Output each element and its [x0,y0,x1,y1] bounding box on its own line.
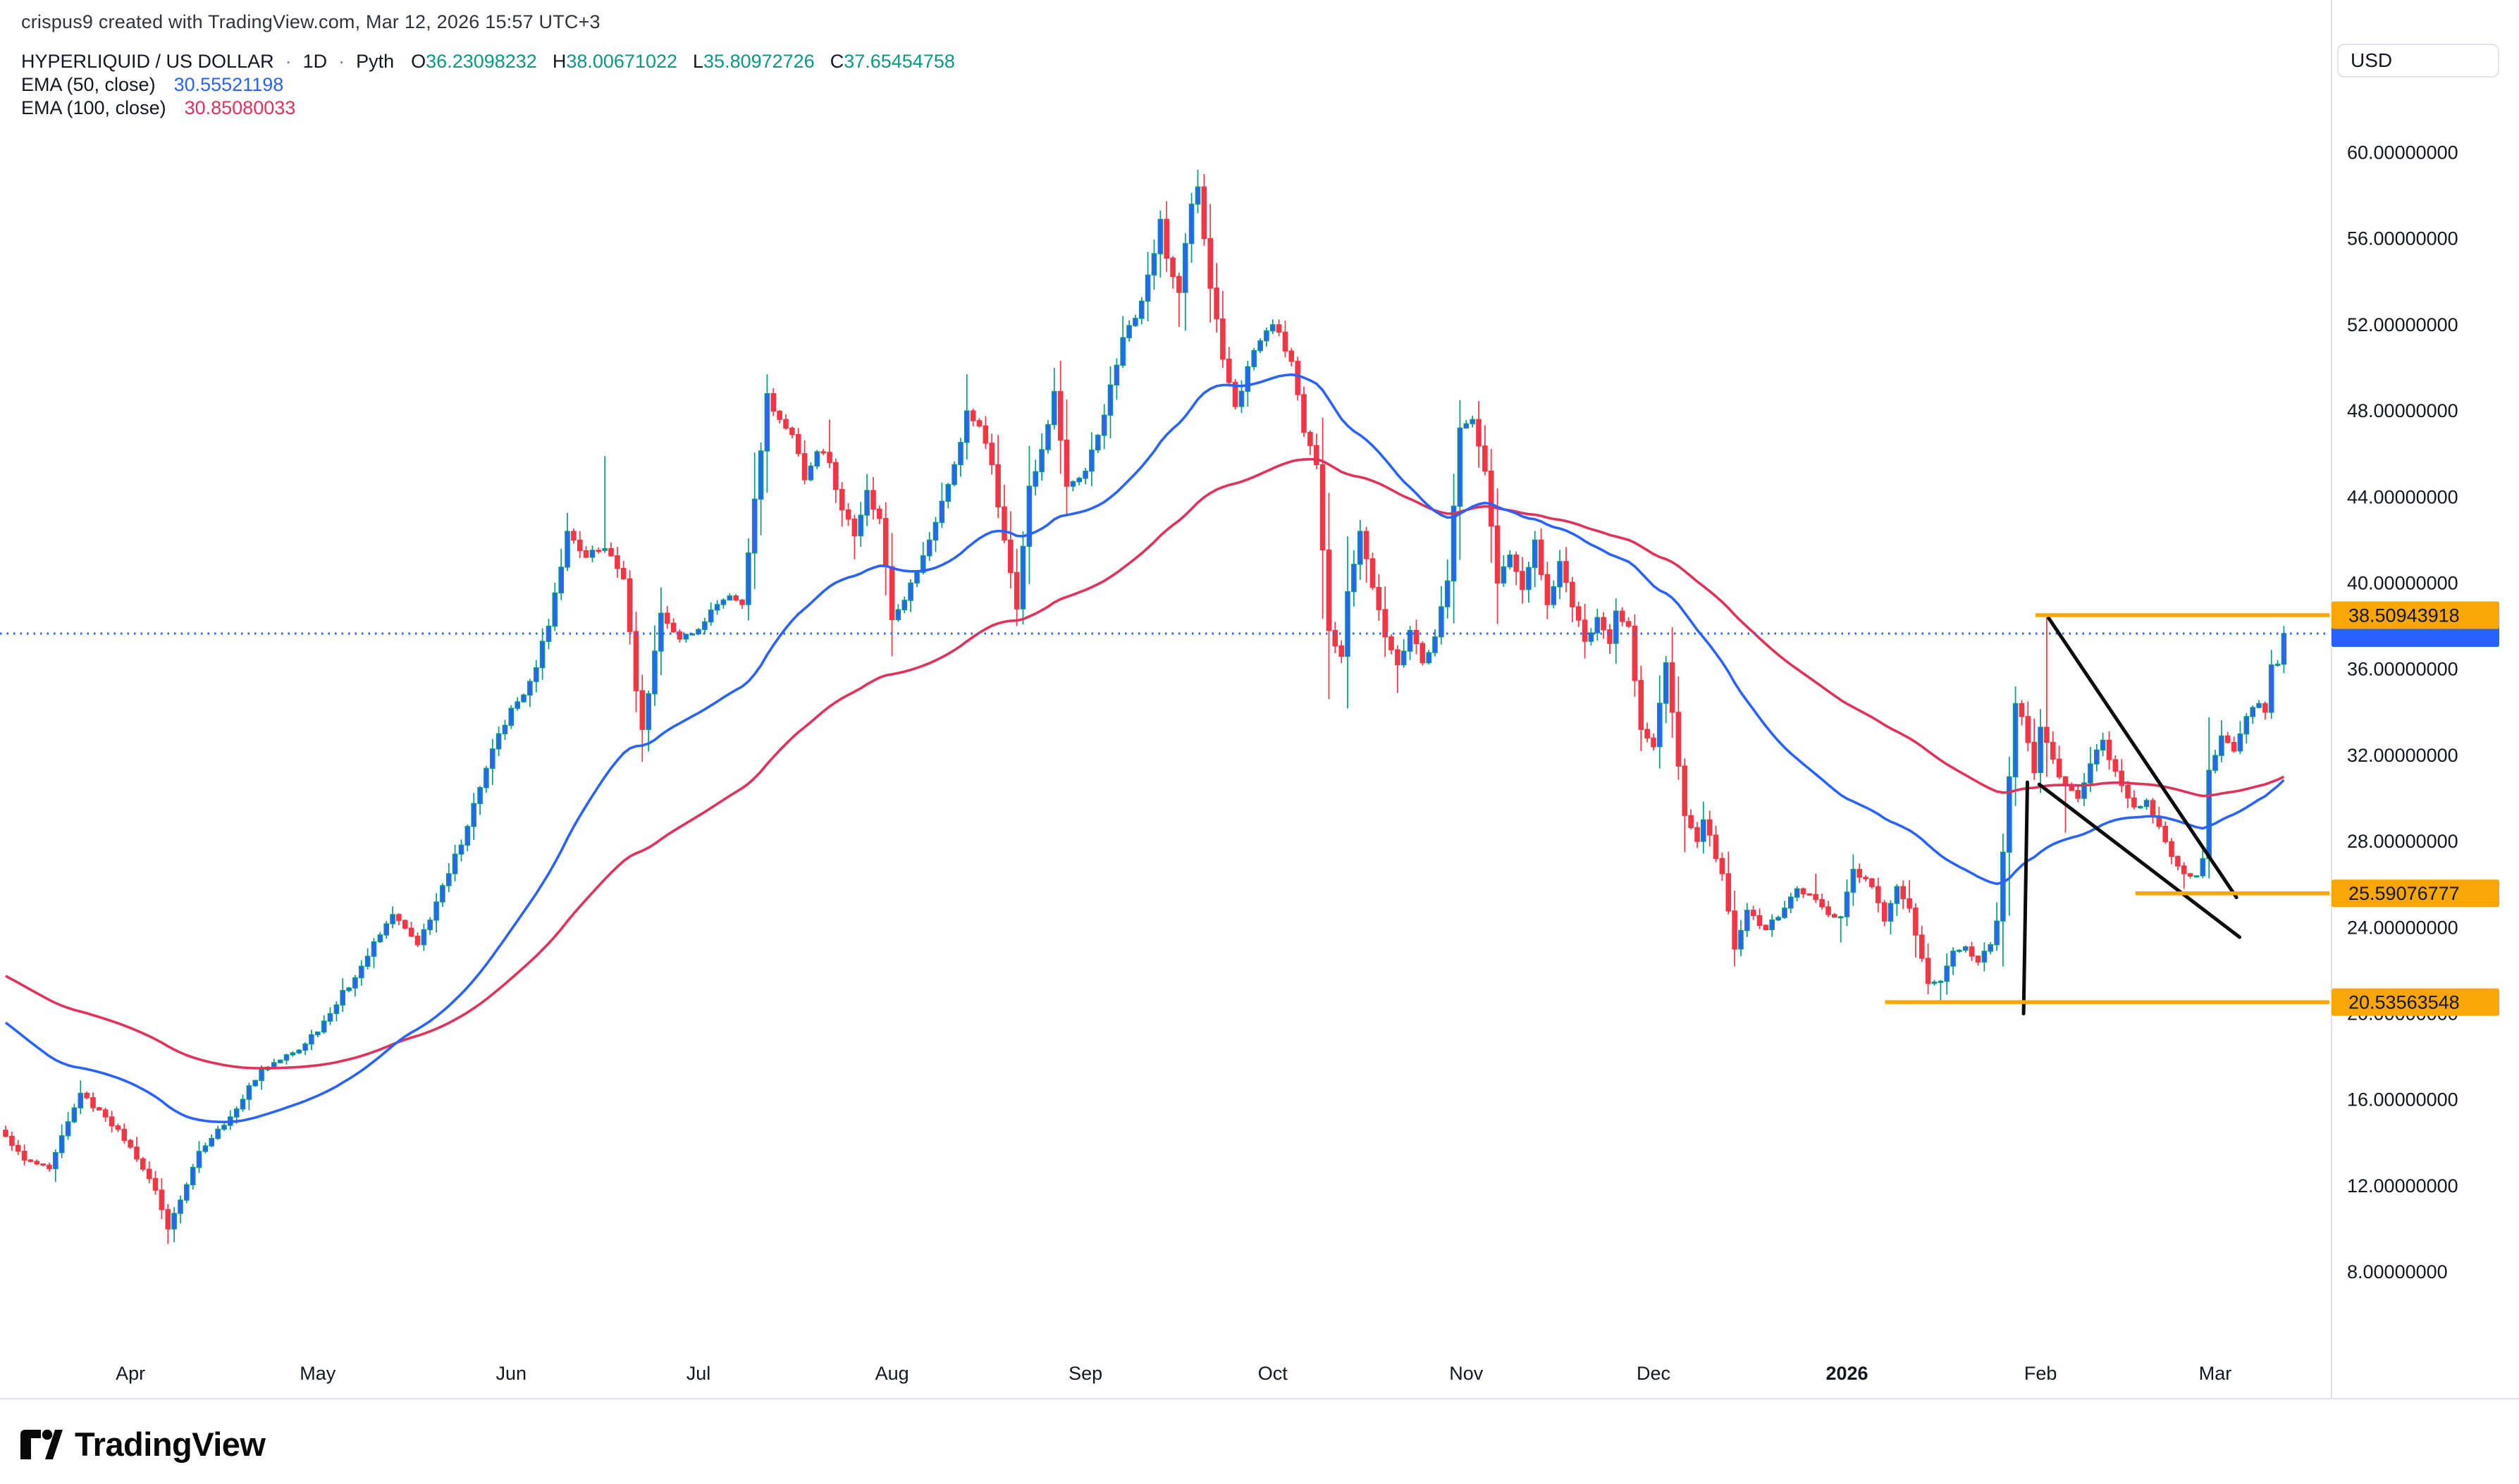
svg-text:Oct: Oct [1258,1363,1288,1384]
ema50-value: 30.55521198 [173,74,284,95]
svg-text:Dec: Dec [1637,1363,1670,1384]
svg-text:32.00000000: 32.00000000 [2347,745,2458,766]
svg-text:2026: 2026 [1825,1363,1868,1384]
symbol-title: HYPERLIQUID / US DOLLAR [21,51,274,72]
svg-text:24.00000000: 24.00000000 [2347,917,2458,938]
legend-ema100-row[interactable]: EMA (100, close) 30.85080033 [21,97,968,120]
legend-ema50-row[interactable]: EMA (50, close) 30.55521198 [21,74,968,97]
svg-text:Nov: Nov [1449,1363,1484,1384]
svg-text:25.59076777: 25.59076777 [2348,883,2460,904]
ema100-value: 30.85080033 [184,97,296,118]
svg-text:44.00000000: 44.00000000 [2347,486,2458,507]
tradingview-logo[interactable]: TradingView [20,1425,266,1464]
svg-text:May: May [300,1363,336,1384]
svg-text:40.00000000: 40.00000000 [2347,573,2458,594]
svg-text:56.00000000: 56.00000000 [2347,228,2458,249]
svg-text:52.00000000: 52.00000000 [2347,314,2458,335]
currency-toggle-button[interactable]: USD [2337,44,2499,78]
tradingview-logo-text: TradingView [75,1426,266,1463]
ohlc-values: O36.23098232 H38.00671022 L35.80972726 C… [411,51,968,73]
svg-text:48.00000000: 48.00000000 [2347,400,2458,421]
svg-text:8.00000000: 8.00000000 [2347,1261,2448,1282]
svg-text:Aug: Aug [875,1363,909,1384]
legend-symbol-row[interactable]: HYPERLIQUID / US DOLLAR · 1D · Pyth O36.… [21,51,968,74]
high-label: H [552,51,567,72]
low-value: 35.80972726 [703,51,815,72]
currency-label: USD [2351,49,2393,71]
close-value: 37.65454758 [844,51,955,72]
data-source-label: Pyth [356,51,395,72]
svg-text:Jun: Jun [496,1363,527,1384]
open-value: 36.23098232 [426,51,537,72]
separator: · [338,51,345,72]
svg-text:28.00000000: 28.00000000 [2347,831,2458,852]
separator: · [285,51,292,72]
ema50-name: EMA (50, close) [21,74,156,95]
ema100-name: EMA (100, close) [21,97,166,118]
close-label: C [830,51,844,72]
svg-text:Sep: Sep [1068,1363,1102,1384]
tradingview-logo-icon [20,1429,63,1459]
open-label: O [411,51,426,72]
high-value: 38.00671022 [566,51,677,72]
svg-text:Feb: Feb [2024,1363,2057,1384]
svg-text:38.50943918: 38.50943918 [2348,605,2460,626]
low-label: L [693,51,704,72]
svg-text:Apr: Apr [116,1363,145,1384]
legend: HYPERLIQUID / US DOLLAR · 1D · Pyth O36.… [21,51,968,120]
svg-text:20.53563548: 20.53563548 [2348,992,2460,1013]
svg-text:16.00000000: 16.00000000 [2347,1089,2458,1111]
svg-text:Mar: Mar [2199,1363,2232,1384]
svg-text:60.00000000: 60.00000000 [2347,142,2458,163]
interval-label: 1D [302,51,328,72]
svg-text:Jul: Jul [686,1363,711,1384]
svg-text:12.00000000: 12.00000000 [2347,1175,2458,1197]
svg-text:36.00000000: 36.00000000 [2347,659,2458,680]
watermark: crispus9 created with TradingView.com, M… [21,11,601,32]
